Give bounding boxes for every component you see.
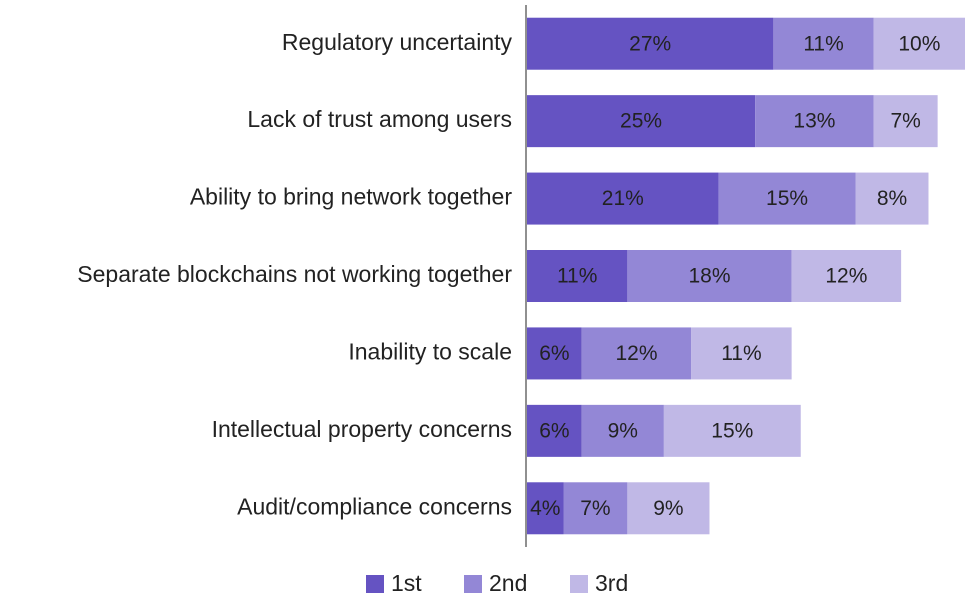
- bar-segment: [527, 250, 628, 302]
- value-label: 6%: [539, 342, 569, 365]
- value-label: 21%: [602, 187, 644, 210]
- bar-segment: [527, 482, 564, 535]
- bar-segment: [873, 95, 938, 148]
- bar-segment: [873, 17, 965, 70]
- bar-segment: [718, 172, 856, 225]
- legend-label: 2nd: [489, 570, 527, 596]
- value-label: 12%: [615, 342, 657, 365]
- bar-segment: [581, 327, 692, 380]
- category-label: Lack of trust among users: [247, 106, 512, 132]
- legend-label: 1st: [391, 570, 422, 596]
- bar-segment: [627, 482, 710, 535]
- bar-segment: [773, 17, 874, 70]
- bar-segment: [527, 95, 756, 148]
- value-label: 15%: [766, 187, 808, 210]
- bar-segment: [855, 172, 929, 225]
- category-label: Regulatory uncertainty: [282, 29, 513, 55]
- value-label: 4%: [530, 497, 560, 520]
- value-label: 10%: [898, 32, 940, 55]
- value-label: 9%: [608, 419, 638, 442]
- category-label: Inability to scale: [348, 339, 512, 365]
- legend-swatch: [366, 575, 384, 593]
- category-label: Ability to bring network together: [190, 184, 513, 210]
- bar-segment: [527, 327, 582, 380]
- value-label: 6%: [539, 419, 569, 442]
- bar-segment: [791, 250, 902, 302]
- legend-label: 3rd: [595, 570, 628, 596]
- bar-segment: [691, 327, 792, 380]
- bar-segment: [527, 404, 582, 457]
- value-label: 27%: [629, 32, 671, 55]
- bar-segment: [527, 172, 719, 225]
- value-label: 9%: [653, 497, 683, 520]
- category-label: Intellectual property concerns: [212, 416, 512, 442]
- bar-segment: [627, 250, 792, 302]
- value-label: 25%: [620, 110, 662, 133]
- value-label: 7%: [580, 497, 610, 520]
- bar-segment: [581, 404, 664, 457]
- bar-segment: [663, 404, 801, 457]
- legend-swatch: [570, 575, 588, 593]
- bar-segment: [755, 95, 874, 148]
- value-label: 13%: [793, 110, 835, 133]
- legend-swatch: [464, 575, 482, 593]
- category-label: Separate blockchains not working togethe…: [77, 261, 512, 287]
- value-label: 15%: [711, 419, 753, 442]
- bar-segment: [563, 482, 628, 535]
- value-label: 18%: [688, 265, 730, 288]
- value-label: 8%: [877, 187, 907, 210]
- value-label: 11%: [557, 265, 597, 288]
- value-label: 12%: [825, 265, 867, 288]
- category-label: Audit/compliance concerns: [237, 493, 512, 519]
- value-label: 7%: [891, 110, 921, 133]
- bar-segment: [527, 17, 774, 70]
- value-label: 11%: [803, 32, 843, 55]
- value-label: 11%: [721, 342, 761, 365]
